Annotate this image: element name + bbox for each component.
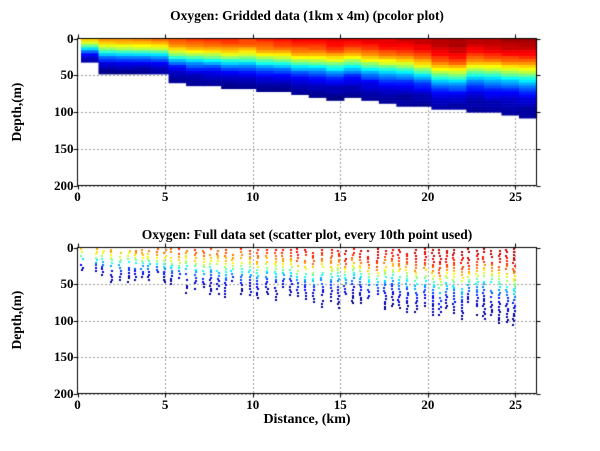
y-tick-label: 150 bbox=[54, 140, 74, 156]
y-tick-label: 200 bbox=[54, 177, 74, 193]
x-tick-label: 5 bbox=[161, 188, 169, 204]
y-tick-label: 0 bbox=[67, 239, 74, 255]
x-tick-label: 20 bbox=[421, 188, 435, 204]
y-tick-label: 50 bbox=[60, 67, 74, 83]
x-tick-label: 15 bbox=[333, 188, 347, 204]
y-tick-label: 150 bbox=[54, 349, 74, 364]
y-tick-label: 100 bbox=[54, 312, 74, 328]
scatter-plot-ylabel: Depth,(m) bbox=[9, 290, 24, 350]
scatter-plot-title: Oxygen: Full data set (scatter plot, eve… bbox=[141, 227, 473, 242]
y-tick-label: 50 bbox=[60, 276, 74, 291]
x-tick-label: 25 bbox=[508, 396, 522, 412]
pcolor-plot-title: Oxygen: Gridded data (1km x 4m) (pcolor … bbox=[170, 8, 444, 23]
x-tick-label: 0 bbox=[74, 188, 81, 204]
x-tick-label: 5 bbox=[161, 396, 169, 412]
x-tick-label: 10 bbox=[246, 188, 260, 204]
scatter-plot-canvas bbox=[72, 242, 542, 398]
y-tick-label: 0 bbox=[67, 30, 74, 46]
pcolor-plot-canvas bbox=[72, 33, 542, 190]
x-tick-label: 0 bbox=[74, 396, 81, 412]
x-tick-label: 25 bbox=[508, 188, 522, 204]
distance-axis-label: Distance, (km) bbox=[263, 412, 351, 427]
y-tick-label: 200 bbox=[54, 385, 74, 401]
pcolor-plot-ylabel: Depth,(m) bbox=[9, 82, 24, 142]
x-tick-label: 15 bbox=[333, 396, 347, 412]
x-tick-label: 20 bbox=[421, 396, 435, 412]
x-tick-label: 10 bbox=[246, 396, 260, 412]
y-tick-label: 100 bbox=[54, 104, 74, 119]
